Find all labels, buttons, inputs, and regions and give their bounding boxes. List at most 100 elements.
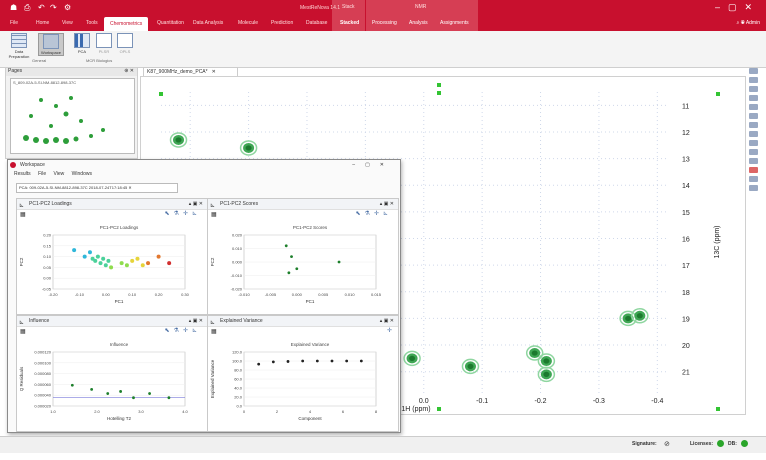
data-preparation-button[interactable]: Data Preparation <box>7 33 31 59</box>
tab-view[interactable]: View <box>62 20 73 26</box>
data-point[interactable] <box>87 250 92 255</box>
explained-variance-chart[interactable]: Explained Variance 0 2 4 6 8 120.0 100.0 80.0 60.… <box>208 336 396 430</box>
tab-file[interactable]: File <box>10 20 19 26</box>
data-point[interactable] <box>295 267 299 271</box>
data-point[interactable] <box>337 260 341 264</box>
pca-button[interactable]: PCA <box>70 33 94 54</box>
data-point[interactable] <box>287 271 291 275</box>
data-point[interactable] <box>109 265 114 270</box>
undo-icon[interactable]: ↶ <box>38 3 45 12</box>
peak-pick-icon[interactable] <box>748 113 758 119</box>
menu-file[interactable]: File <box>38 171 47 177</box>
tab-home[interactable]: Home <box>36 20 50 26</box>
data-point[interactable] <box>148 392 151 395</box>
spectrum-peak[interactable] <box>169 132 188 148</box>
grid-icon[interactable] <box>748 158 758 164</box>
zoom-in-icon[interactable] <box>748 77 758 83</box>
data-point[interactable] <box>70 383 74 387</box>
data-point[interactable] <box>90 387 94 391</box>
data-point[interactable] <box>290 255 293 258</box>
tab-processing[interactable]: Processing <box>372 20 397 26</box>
export-icon[interactable] <box>748 185 758 191</box>
data-point[interactable] <box>286 360 290 363</box>
tab-assignments[interactable]: Assignments <box>440 20 469 26</box>
data-point[interactable] <box>106 392 110 395</box>
workspace-titlebar[interactable]: Workspace –▢✕ <box>8 160 400 170</box>
data-point[interactable] <box>135 256 140 261</box>
data-point[interactable] <box>156 254 161 259</box>
menu-results[interactable]: Results <box>14 171 31 177</box>
data-point[interactable] <box>90 256 95 261</box>
data-point[interactable] <box>72 248 77 253</box>
tab-chemometrics[interactable]: Chemometrics <box>104 17 149 31</box>
search-icon[interactable]: ⌕ <box>736 20 741 26</box>
scores-panel[interactable]: ⊾ PC1-PC2 Scores ▴ ▣ ✕ ▦ ⬉⚗✛⊾ PC1-PC2 Sc… <box>207 198 399 315</box>
menu-windows[interactable]: Windows <box>71 171 92 177</box>
panel-controls[interactable]: ▴ ▣ ✕ <box>379 201 394 207</box>
menu-view[interactable]: View <box>53 171 65 177</box>
tab-stacked[interactable]: Stacked <box>340 20 360 26</box>
data-point[interactable] <box>130 258 135 263</box>
layers-icon[interactable] <box>748 176 758 182</box>
chart-tools-icons[interactable]: ⬉⚗✛⊾ <box>164 211 201 217</box>
spectrum-peak[interactable] <box>239 140 258 156</box>
plsr-button[interactable]: PLSR <box>92 33 116 54</box>
data-point[interactable] <box>284 244 288 248</box>
user-menu[interactable]: ⌕ ◉ Admin <box>737 20 760 26</box>
measure-icon[interactable] <box>748 149 758 155</box>
data-point[interactable] <box>119 390 123 393</box>
data-point[interactable] <box>106 258 111 263</box>
table-view-icon[interactable]: ▦ <box>211 329 217 335</box>
page-thumbnail[interactable]: S_809-02A-5-SI-NM-8812-898-37C <box>10 78 135 154</box>
chart-tools-icons[interactable]: ⬉⚗✛⊾ <box>355 211 392 217</box>
print-icon[interactable]: ⎙ <box>24 3 31 12</box>
table-view-icon[interactable]: ▦ <box>211 212 217 218</box>
tab-analysis[interactable]: Analysis <box>409 20 428 26</box>
user-name[interactable]: Admin <box>745 20 760 26</box>
workspace-window[interactable]: Workspace –▢✕ Results File View Windows … <box>7 159 401 433</box>
data-point[interactable] <box>124 263 129 268</box>
spectrum-peak[interactable] <box>631 308 649 324</box>
panel-controls[interactable]: ▴ ▣ ✕ <box>379 318 394 324</box>
db-ok-icon[interactable] <box>741 440 748 447</box>
data-point[interactable] <box>330 359 334 363</box>
workspace-button[interactable]: Workspace <box>38 33 64 56</box>
data-point[interactable] <box>359 359 363 363</box>
zoom-out-icon[interactable] <box>748 86 758 92</box>
scores-chart[interactable]: PC1-PC2 Scores -0.010 -0.005 0.000 0.005 0.01… <box>208 219 396 313</box>
spectrum-peak[interactable] <box>525 345 544 361</box>
panel-controls[interactable]: ▴ ▣ ✕ <box>188 318 203 324</box>
integrate-icon[interactable] <box>748 122 758 128</box>
spectrum-peak[interactable] <box>537 366 556 383</box>
tab-data-analysis[interactable]: Data Analysis <box>193 20 224 26</box>
loadings-chart[interactable]: PC1-PC2 Loadings -0.20 -0.10 0.00 0.10 0.20 0.… <box>17 219 205 313</box>
data-point[interactable] <box>257 362 261 366</box>
chart-tools-icons[interactable]: ⬉⚗✛⊾ <box>164 328 201 334</box>
data-point[interactable] <box>119 261 124 266</box>
cursor-icon[interactable] <box>748 140 758 146</box>
data-point[interactable] <box>167 396 171 400</box>
tab-tools[interactable]: Tools <box>86 20 98 26</box>
pan-icon[interactable] <box>748 95 758 101</box>
data-point[interactable] <box>140 263 145 268</box>
data-point[interactable] <box>301 359 305 363</box>
data-point[interactable] <box>315 359 319 363</box>
help-icon[interactable]: ◉ <box>740 20 746 26</box>
document-tab[interactable]: K87_900MHz_demo_PCA* ✕ <box>143 67 238 77</box>
table-view-icon[interactable]: ▦ <box>20 329 26 335</box>
influence-panel[interactable]: ⊾ Influence ▴ ▣ ✕ ▦ ⬉⚗✛⊾ Influence 1.0 2.0… <box>16 315 208 432</box>
workspace-window-controls[interactable]: –▢✕ <box>352 162 394 168</box>
spectrum-peak[interactable] <box>461 358 480 375</box>
fit-icon[interactable] <box>748 104 758 110</box>
zoom-icon[interactable] <box>748 68 758 74</box>
spectrum-peak[interactable] <box>537 353 556 369</box>
tab-database[interactable]: Database <box>306 20 328 26</box>
data-point[interactable] <box>93 258 98 263</box>
data-point[interactable] <box>82 254 87 259</box>
tab-quantitation[interactable]: Quantitation <box>157 20 184 26</box>
tab-prediction[interactable]: Prediction <box>271 20 294 26</box>
panel-pin-icon[interactable]: ⊕ ✕ <box>124 68 134 74</box>
data-point[interactable] <box>101 256 106 261</box>
signature-icon[interactable]: ⊘ <box>664 441 670 448</box>
spectrum-peak[interactable] <box>403 350 421 367</box>
